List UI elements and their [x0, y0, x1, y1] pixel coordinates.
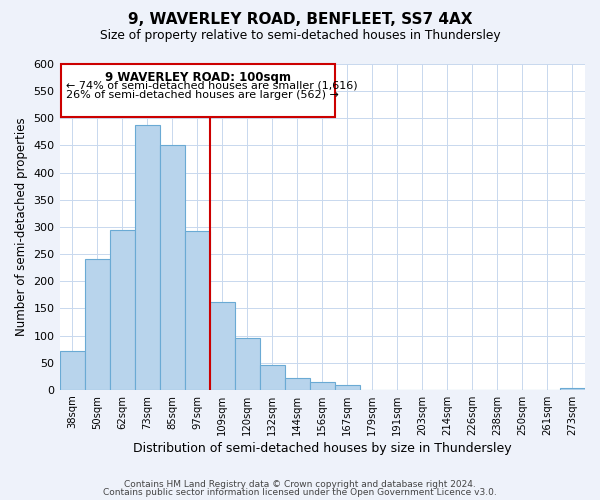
- Bar: [110, 230, 134, 390]
- Text: Contains HM Land Registry data © Crown copyright and database right 2024.: Contains HM Land Registry data © Crown c…: [124, 480, 476, 489]
- Bar: [235, 338, 260, 390]
- X-axis label: Distribution of semi-detached houses by size in Thundersley: Distribution of semi-detached houses by …: [133, 442, 512, 455]
- Text: 9, WAVERLEY ROAD, BENFLEET, SS7 4AX: 9, WAVERLEY ROAD, BENFLEET, SS7 4AX: [128, 12, 472, 28]
- Bar: [260, 365, 285, 390]
- Bar: [285, 378, 310, 390]
- Text: 26% of semi-detached houses are larger (562) →: 26% of semi-detached houses are larger (…: [66, 90, 338, 100]
- Text: Size of property relative to semi-detached houses in Thundersley: Size of property relative to semi-detach…: [100, 29, 500, 42]
- Bar: [560, 388, 585, 390]
- Text: ← 74% of semi-detached houses are smaller (1,616): ← 74% of semi-detached houses are smalle…: [66, 80, 358, 90]
- Bar: [185, 230, 209, 390]
- Bar: [209, 302, 235, 390]
- FancyBboxPatch shape: [61, 64, 335, 116]
- Bar: [335, 385, 360, 390]
- Bar: [160, 146, 185, 390]
- Bar: [85, 260, 110, 390]
- Text: Contains public sector information licensed under the Open Government Licence v3: Contains public sector information licen…: [103, 488, 497, 497]
- Bar: [310, 382, 335, 390]
- Bar: [134, 125, 160, 390]
- Text: 9 WAVERLEY ROAD: 100sqm: 9 WAVERLEY ROAD: 100sqm: [105, 70, 291, 84]
- Y-axis label: Number of semi-detached properties: Number of semi-detached properties: [15, 118, 28, 336]
- Bar: [59, 350, 85, 390]
